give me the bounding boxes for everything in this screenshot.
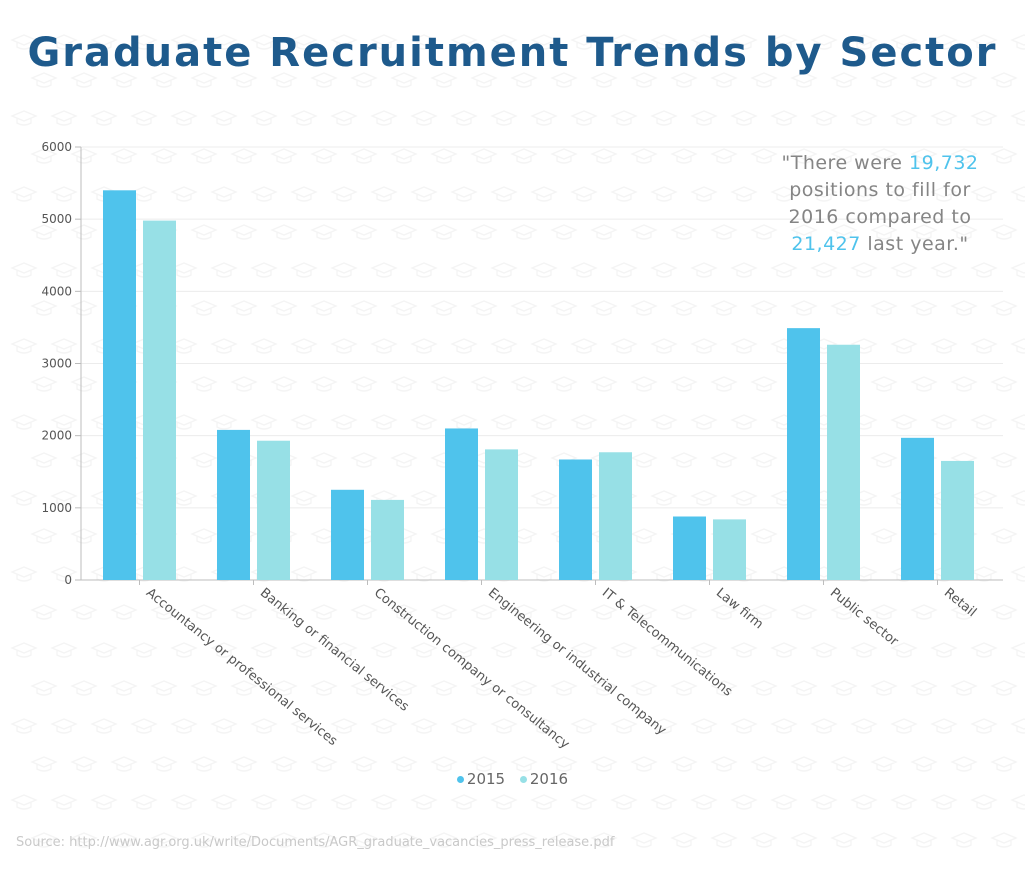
x-tick-label: Public sector bbox=[827, 585, 901, 649]
y-tick-label: 4000 bbox=[41, 284, 72, 298]
legend-marker-2015 bbox=[456, 776, 464, 783]
y-tick-label: 6000 bbox=[41, 140, 72, 154]
bar-2016-3[interactable] bbox=[485, 449, 518, 580]
quote-text-2: positions to fill for 2016 compared to bbox=[788, 179, 972, 228]
bar-2015-0[interactable] bbox=[103, 190, 136, 581]
bar-2015-7[interactable] bbox=[901, 437, 934, 580]
bar-2015-1[interactable] bbox=[217, 429, 250, 580]
bar-2015-5[interactable] bbox=[673, 516, 706, 580]
x-tick-label: Accountancy or professional services bbox=[143, 585, 340, 749]
bar-2016-6[interactable] bbox=[827, 344, 860, 580]
bar-2016-1[interactable] bbox=[257, 440, 290, 580]
legend: 2015 2016 bbox=[0, 770, 1025, 788]
legend-label-2016: 2016 bbox=[529, 770, 569, 788]
legend-item-2015[interactable]: 2015 bbox=[456, 770, 506, 788]
legend-marker-2016 bbox=[519, 776, 527, 783]
callout-quote: "There were 19,732 positions to fill for… bbox=[765, 150, 995, 258]
source-note: Source: http://www.agr.org.uk/write/Docu… bbox=[16, 835, 615, 850]
y-tick-label: 0 bbox=[64, 573, 72, 587]
legend-label-2015: 2015 bbox=[466, 770, 506, 788]
quote-highlight-2016: 19,732 bbox=[909, 152, 979, 174]
y-tick-label: 1000 bbox=[41, 501, 72, 515]
chart-title: Graduate Recruitment Trends by Sector bbox=[27, 30, 998, 76]
x-tick-label: IT & Telecommunications bbox=[599, 585, 735, 699]
bar-2015-6[interactable] bbox=[787, 328, 820, 580]
quote-text-3: last year." bbox=[860, 233, 969, 255]
bar-2016-2[interactable] bbox=[371, 499, 404, 580]
bar-2016-7[interactable] bbox=[941, 460, 974, 580]
x-tick-label: Law firm bbox=[713, 585, 766, 632]
bar-2016-4[interactable] bbox=[599, 452, 632, 580]
bar-2016-5[interactable] bbox=[713, 519, 746, 580]
y-tick-label: 3000 bbox=[41, 357, 72, 371]
bar-2015-3[interactable] bbox=[445, 428, 478, 580]
x-tick-label: Retail bbox=[941, 585, 979, 620]
bar-2016-0[interactable] bbox=[143, 220, 176, 581]
y-tick-label: 5000 bbox=[41, 212, 72, 226]
bar-2015-2[interactable] bbox=[331, 489, 364, 580]
x-tick-label: Construction company or consultancy bbox=[371, 585, 572, 752]
legend-item-2016[interactable]: 2016 bbox=[519, 770, 569, 788]
bar-2015-4[interactable] bbox=[559, 459, 592, 580]
quote-text-1: "There were bbox=[781, 152, 910, 174]
quote-highlight-2015: 21,427 bbox=[791, 233, 861, 255]
x-tick-label: Engineering or industrial company bbox=[485, 585, 669, 738]
y-tick-label: 2000 bbox=[41, 429, 72, 443]
